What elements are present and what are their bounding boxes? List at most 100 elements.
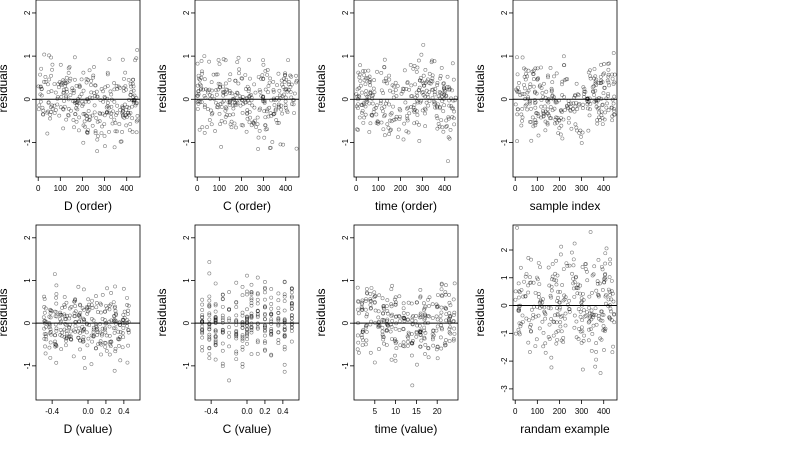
data-point [573,122,578,127]
data-point [383,113,387,117]
data-point [583,267,588,271]
data-point [98,330,103,335]
data-point [532,101,537,106]
data-point [91,325,96,330]
data-point [595,279,600,284]
data-point [48,315,53,320]
data-point [73,314,77,319]
data-point [434,302,439,307]
data-point [50,62,55,67]
data-point [209,122,214,127]
data-point [126,312,130,316]
data-point [528,85,532,89]
data-point [263,348,267,353]
data-point [426,103,431,108]
data-point [597,81,601,85]
data-point [516,308,521,312]
data-point [571,101,576,106]
data-point [95,149,100,154]
data-point [607,289,612,294]
data-point [526,88,531,93]
data-point [599,337,604,342]
data-point [200,315,205,319]
data-point [64,94,69,99]
data-point [207,260,212,264]
data-point [54,283,59,288]
data-point [112,81,116,85]
data-point [387,102,392,107]
data-point [612,320,617,325]
data-point [57,85,61,90]
x-tick-label: 400 [279,184,293,193]
data-point [121,89,126,93]
data-point [531,312,536,317]
data-point [405,116,410,121]
data-point [112,368,117,373]
data-point [354,104,359,109]
data-point [196,76,201,81]
data-point [107,303,112,308]
data-point [570,106,575,111]
data-point [67,325,72,330]
data-point [376,323,381,328]
data-point [560,82,564,87]
data-point [530,115,535,120]
data-point [566,116,571,121]
data-point [590,332,595,336]
data-point [72,55,77,60]
data-point [234,357,239,362]
data-point [61,91,66,95]
x-tick-label: 5 [373,407,378,416]
data-point [205,125,209,130]
data-point [112,87,117,92]
data-point [244,96,249,101]
data-point [102,134,107,138]
data-point [588,230,593,234]
data-point [48,116,52,121]
data-point [235,60,240,64]
data-point [263,290,267,295]
data-point [381,109,385,114]
data-point [424,100,429,105]
y-tick-label: 1 [500,275,509,280]
data-point [271,89,276,94]
data-point [604,105,609,110]
data-point [82,307,86,312]
data-point [195,93,200,98]
data-point [43,351,48,356]
data-point [127,128,132,133]
data-point [358,63,362,68]
data-point [432,92,437,97]
data-point [50,106,55,111]
data-point [435,324,440,329]
data-point [200,320,205,325]
data-point [442,341,447,346]
data-point [36,84,41,89]
data-point [533,290,538,295]
data-point [263,317,267,322]
data-point [121,335,126,340]
data-point [447,330,452,335]
data-point [58,328,63,332]
data-point [434,314,439,319]
data-point [565,302,570,307]
data-point [536,261,541,265]
data-point [405,311,410,316]
data-point [292,98,296,102]
y-tick-label: -1 [23,138,32,146]
data-point [448,303,453,308]
data-point [356,307,360,312]
y-tick-label: 0 [182,97,191,102]
data-point [558,132,563,137]
data-point [592,264,597,269]
data-point [422,306,427,311]
data-point [442,85,446,90]
data-point [365,76,370,80]
data-point [526,95,531,100]
data-point [559,110,564,114]
data-point [441,129,446,134]
x-axis-label: sample index [530,199,601,213]
data-point [135,48,140,52]
data-point [558,289,562,294]
x-tick-label: 0 [195,184,200,193]
